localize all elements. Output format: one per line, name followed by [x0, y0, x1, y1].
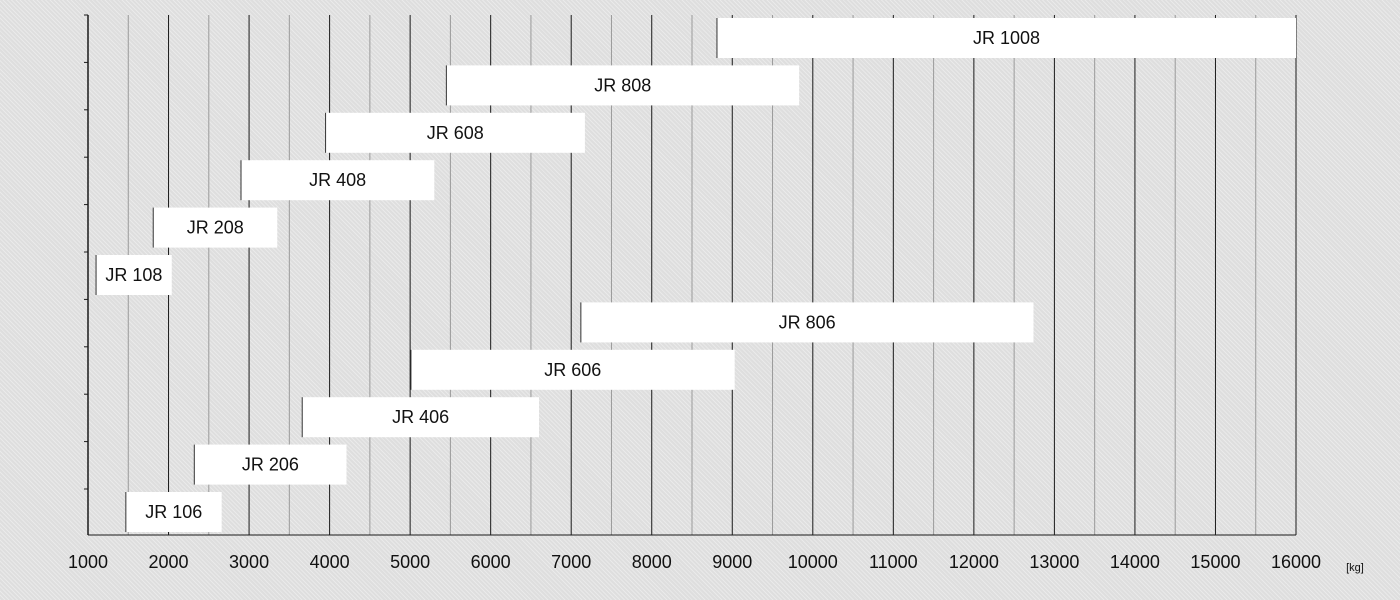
range-bar: [125, 492, 222, 532]
bar-label: JR 106: [145, 502, 202, 522]
x-tick-label: 7000: [551, 552, 591, 572]
x-tick-label: 6000: [471, 552, 511, 572]
x-tick-label: 1000: [68, 552, 108, 572]
bar-label: JR 606: [544, 360, 601, 380]
x-tick-label: 9000: [712, 552, 752, 572]
range-bar: [446, 65, 800, 106]
x-tick-label: 10000: [788, 552, 838, 572]
x-tick-label: 14000: [1110, 552, 1160, 572]
x-tick-label: 12000: [949, 552, 999, 572]
x-tick-label: 13000: [1029, 552, 1079, 572]
bar-label: JR 808: [594, 75, 651, 95]
x-tick-label: 11000: [869, 552, 918, 572]
bar-label: JR 208: [187, 218, 244, 238]
x-tick-label: 5000: [390, 552, 430, 572]
bar-label: JR 206: [242, 455, 299, 475]
x-tick-label: 15000: [1190, 552, 1240, 572]
range-bar: [410, 349, 735, 390]
x-axis-unit-label: [kg]: [1346, 562, 1364, 574]
range-bar: [153, 207, 278, 248]
range-bar: [241, 160, 435, 201]
range-bar: [194, 444, 347, 485]
range-bar: [325, 112, 585, 153]
range-bar: [96, 255, 172, 295]
bars-layer: JR 1008 JR 808 JR 608 JR 408 JR 208 JR 108 JR …: [95, 18, 1296, 532]
axis-layer: 1000 2000 3000 4000 5000 6000 7000 8000 9000 1000…: [68, 14, 1321, 572]
x-tick-label: 8000: [632, 552, 672, 572]
bar-label: JR 1008: [973, 28, 1040, 48]
range-bar: [716, 18, 1296, 58]
x-tick-label: 3000: [229, 552, 269, 572]
x-tick-label: 4000: [310, 552, 350, 572]
range-bar: [302, 397, 539, 438]
bar-label: JR 806: [779, 312, 836, 332]
x-tick-label: 16000: [1271, 552, 1321, 572]
range-bar: [580, 302, 1034, 343]
bar-label: JR 406: [392, 407, 449, 427]
x-tick-label: 2000: [149, 552, 189, 572]
bar-label: JR 608: [427, 123, 484, 143]
bar-label: JR 108: [105, 265, 162, 285]
bar-label: JR 408: [309, 170, 366, 190]
